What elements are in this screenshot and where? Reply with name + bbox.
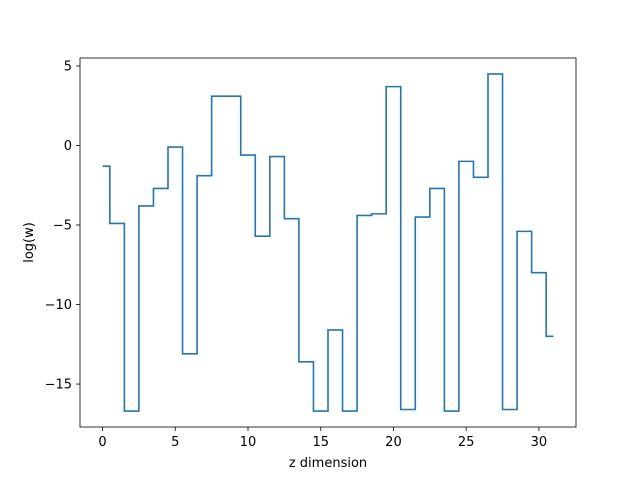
y-axis: 5 0 −5 −10 −15 [45,59,80,393]
y-tick-label: −10 [45,298,72,313]
y-tick-label: 5 [64,59,72,74]
x-axis: 0 5 10 15 20 25 30 [98,427,547,450]
y-axis-label: log(w) [22,222,37,263]
x-tick-label: 30 [531,435,548,450]
x-tick-label: 0 [98,435,106,450]
x-tick-label: 20 [385,435,402,450]
y-tick-label: −15 [45,378,72,393]
y-tick-label: −5 [53,219,72,234]
series-layer [102,73,554,412]
x-tick-label: 15 [312,435,329,450]
x-tick-label: 10 [240,435,257,450]
x-tick-label: 5 [171,435,179,450]
series-line-0 [102,73,554,412]
axes-frame [79,57,577,428]
y-tick-label: 0 [64,139,72,154]
x-axis-label: z dimension [289,456,367,471]
x-tick-label: 25 [458,435,475,450]
